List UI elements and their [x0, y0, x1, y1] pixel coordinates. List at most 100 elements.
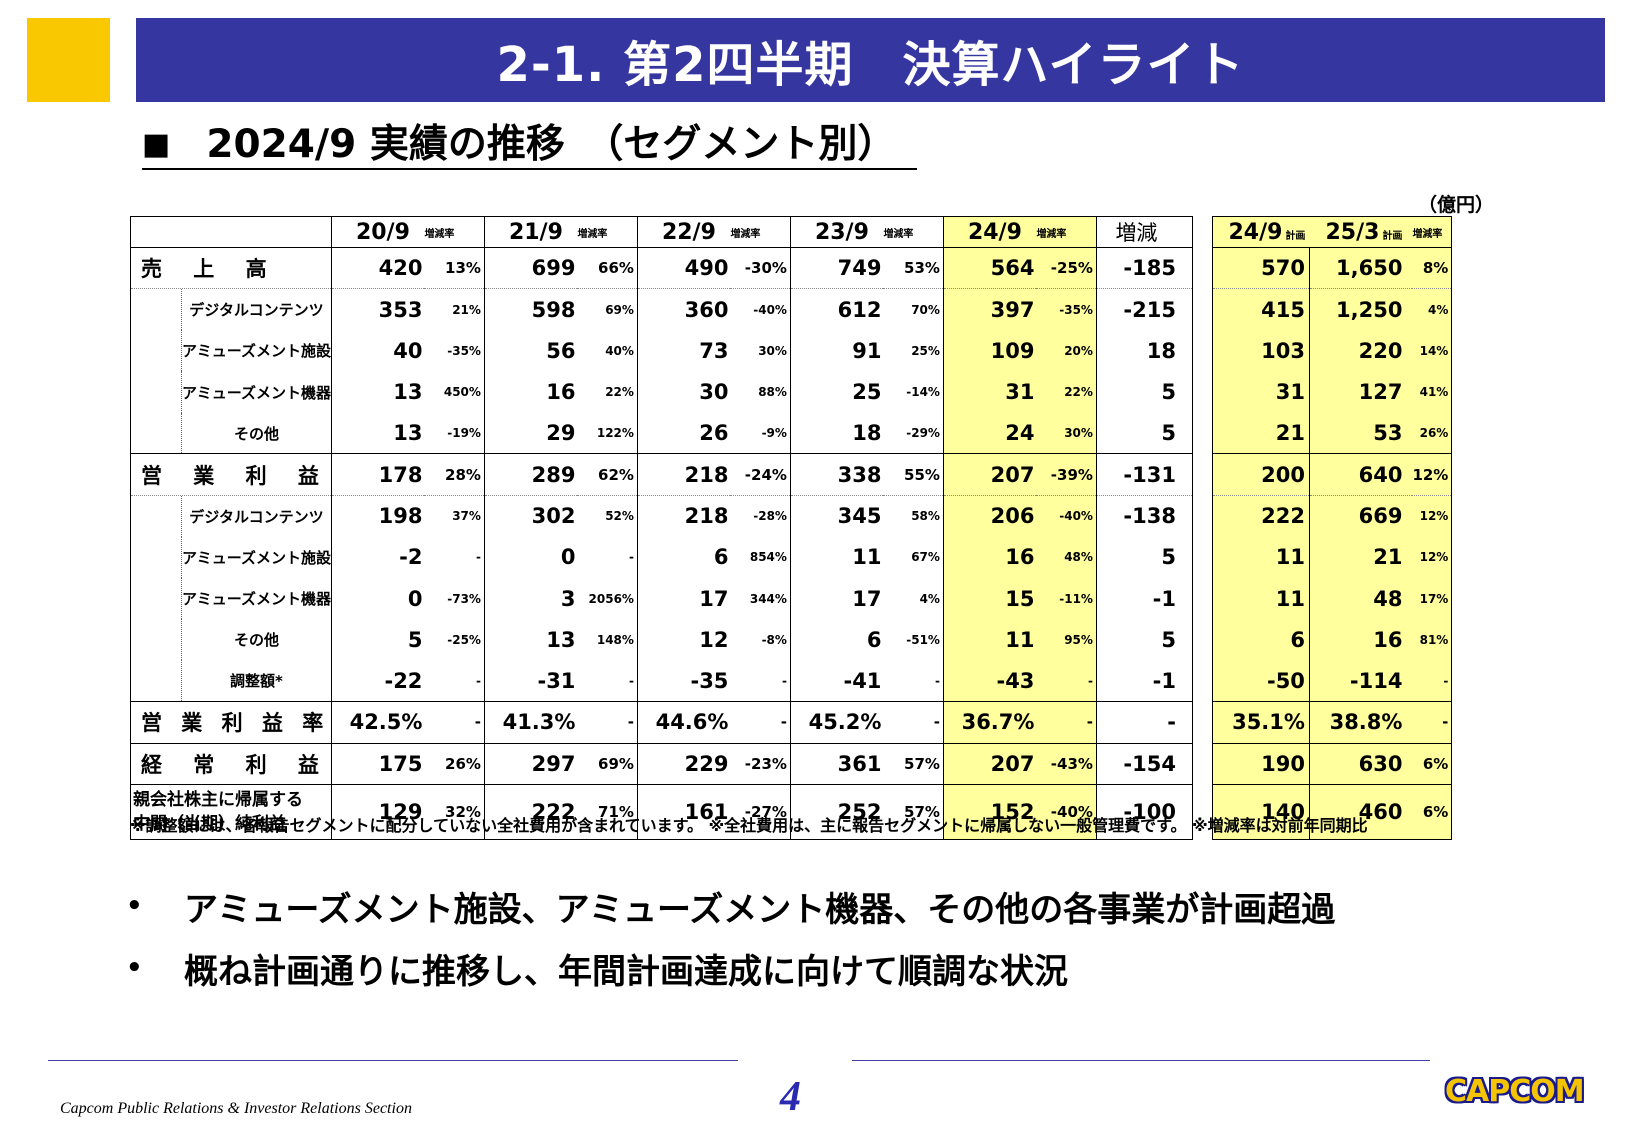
- rate-cell: -14%: [906, 385, 940, 400]
- value-cell: 598: [483, 288, 578, 331]
- value-cell: 11: [789, 536, 884, 578]
- plan-value-cell: 11: [1211, 536, 1310, 578]
- plan-value-cell: 21: [1308, 536, 1413, 578]
- value-cell: 420: [330, 246, 425, 289]
- table-row: 調整額* -22- -31- -35- -41- -43- -1 -50 -114-: [130, 660, 1453, 702]
- value-cell: 17: [636, 577, 731, 620]
- rate-cell: 450%: [443, 385, 481, 400]
- footer-divider: [48, 1060, 738, 1061]
- rate-cell: -19%: [447, 426, 481, 441]
- rate-cell: 69%: [577, 288, 638, 331]
- plan-value-cell: -50: [1211, 660, 1310, 702]
- plan-value-cell: 11: [1211, 577, 1310, 620]
- plan-value-cell: 48: [1308, 577, 1413, 620]
- value-cell: 13: [483, 619, 578, 661]
- row-label: アミューズメント施設: [130, 330, 332, 372]
- rate-cell: 854%: [749, 550, 787, 565]
- diff-cell: -1: [1095, 577, 1193, 620]
- row-label: 親会社株主に帰属する 中間（当期）純利益: [130, 783, 332, 840]
- row-label: 営 業 利 益 率: [130, 701, 332, 744]
- col-header-rate: 増減率: [1036, 216, 1097, 248]
- col-header-plan1: 24/9 計画: [1211, 216, 1310, 248]
- rate-cell: 26%: [424, 742, 485, 785]
- value-cell: 56: [483, 330, 578, 372]
- rate-cell: -: [628, 550, 634, 565]
- value-cell: 612: [789, 288, 884, 331]
- table-header-row: 20/9 増減率 21/9 増減率 22/9 増減率 23/9 増減率 24/9…: [130, 216, 1453, 248]
- value-cell: 218: [636, 494, 731, 537]
- rate-cell: -: [934, 673, 940, 688]
- rate-cell: 28%: [424, 453, 485, 496]
- diff-cell: -: [1095, 701, 1193, 744]
- footer-section: Capcom Public Relations & Investor Relat…: [60, 1100, 412, 1117]
- rate-cell: 4%: [919, 591, 940, 606]
- value-cell: 25: [789, 371, 884, 413]
- rate-cell: 71%: [577, 783, 638, 840]
- table-row: 親会社株主に帰属する 中間（当期）純利益 129 32% 222 71% 161 -27% 25…: [130, 783, 1453, 840]
- rate-cell: -8%: [761, 632, 787, 647]
- value-cell: 45.2%: [789, 701, 884, 744]
- row-label: 営 業 利 益: [130, 453, 332, 496]
- value-cell: 16: [483, 371, 578, 413]
- value-cell: 229: [636, 742, 731, 785]
- rate-cell: -40%: [1036, 783, 1097, 840]
- value-cell: 178: [330, 453, 425, 496]
- row-label: 経 常 利 益: [130, 742, 332, 785]
- table-row: その他 13 -19% 29 122% 26 -9% 18 -29% 24 30% 5 21 53 26%: [130, 412, 1453, 454]
- plan-value-cell: 38.8%: [1308, 701, 1413, 744]
- diff-cell: 5: [1095, 412, 1193, 454]
- diff-cell: -131: [1095, 453, 1193, 496]
- bullet-item: • アミューズメント施設、アミューズメント機器、その他の各事業が計画超過: [126, 889, 1336, 930]
- diff-cell: -138: [1095, 494, 1193, 537]
- value-cell: 29: [483, 412, 578, 454]
- plan-rate-cell: 12%: [1412, 453, 1453, 496]
- diff-cell: -215: [1095, 288, 1193, 331]
- value-cell: 40: [330, 330, 425, 372]
- rate-cell: 32%: [424, 783, 485, 840]
- value-cell: 161: [636, 783, 731, 840]
- value-cell: 564: [942, 246, 1037, 289]
- rate-cell: 37%: [424, 494, 485, 537]
- rate-cell: 40%: [605, 343, 634, 358]
- value-cell: 15: [942, 577, 1037, 620]
- rate-cell: -: [475, 673, 481, 688]
- plan-value-cell: 1,650: [1308, 246, 1413, 289]
- table-row: アミューズメント施設 40 -35% 56 40% 73 30% 91 25% 109 20% 18 1…: [130, 330, 1453, 372]
- plan-value-cell: 21: [1211, 412, 1310, 454]
- diff-cell: -185: [1095, 246, 1193, 289]
- value-cell: 17: [789, 577, 884, 620]
- rate-cell: 53%: [883, 246, 944, 289]
- value-cell: 36.7%: [942, 701, 1037, 744]
- table-row: 営 業 利 益 率 42.5% -41.3% -44.6% -45.2% -36.7% - -…: [130, 701, 1453, 744]
- rate-cell: 25%: [911, 343, 940, 358]
- col-header-rate: 増減率: [577, 216, 638, 248]
- rate-cell: -: [730, 701, 791, 744]
- rate-cell: 22%: [1036, 371, 1097, 413]
- rate-cell: 58%: [883, 494, 944, 537]
- value-cell: 749: [789, 246, 884, 289]
- rate-cell: -9%: [761, 426, 787, 441]
- segment-label: アミューズメント機器: [181, 371, 331, 413]
- plan-value-cell: 415: [1211, 288, 1310, 331]
- footer-divider: [852, 1060, 1430, 1061]
- table-row: デジタルコンテンツ 353 21% 598 69% 360 -40% 612 70% 397 -35…: [130, 288, 1453, 331]
- value-cell: 18: [789, 412, 884, 454]
- value-cell: 3: [483, 577, 578, 620]
- value-cell: 207: [942, 453, 1037, 496]
- diff-cell: 5: [1095, 619, 1193, 661]
- row-label: アミューズメント機器: [130, 577, 332, 620]
- plan-value-cell: 35.1%: [1211, 701, 1310, 744]
- segment-label: デジタルコンテンツ: [181, 289, 331, 331]
- rate-cell: 2056%: [588, 591, 634, 606]
- rate-cell: 20%: [1036, 330, 1097, 372]
- value-cell: 175: [330, 742, 425, 785]
- plan-rate-cell: -: [1412, 701, 1453, 744]
- footnote: ※調整額には、各報告セグメントに配分していない全社費用が含まれています。 ※全社…: [130, 816, 1368, 835]
- col-header-rate: 増減率: [730, 216, 791, 248]
- rate-cell: -30%: [730, 246, 791, 289]
- bullet-item: • 概ね計画通りに推移し、年間計画達成に向けて順調な状況: [126, 951, 1068, 992]
- rate-cell: 69%: [577, 742, 638, 785]
- value-cell: -22: [330, 660, 425, 702]
- rate-cell: 55%: [883, 453, 944, 496]
- rate-cell: 52%: [577, 494, 638, 537]
